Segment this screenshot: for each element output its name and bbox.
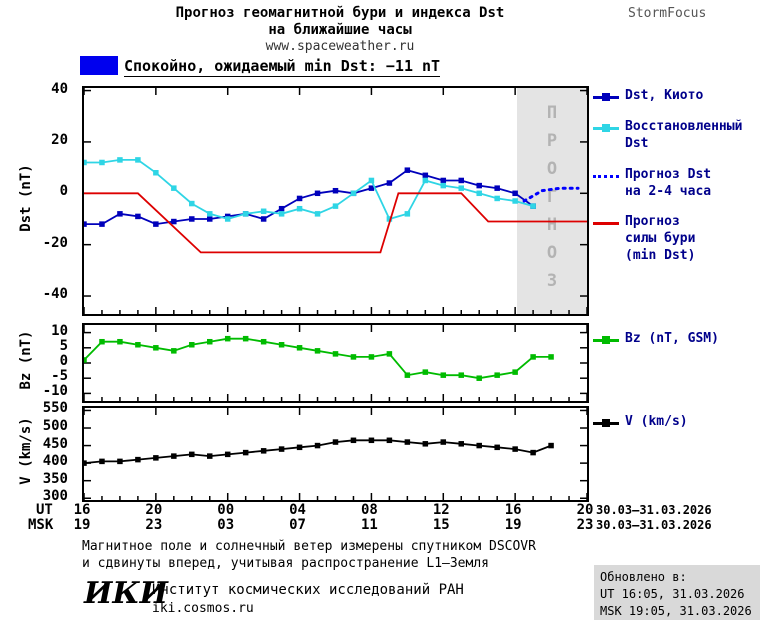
ut-date-range: 30.03–31.03.2026 — [596, 503, 712, 517]
updated-ut: UT 16:05, 31.03.2026 — [600, 586, 745, 601]
ytick-label: -40 — [42, 286, 68, 303]
legend-item-storm-forecast: Прогноз силы бури (min Dst) — [593, 214, 760, 265]
legend-item-restored-dst: Восстановленный Dst — [593, 119, 760, 153]
status-color-swatch — [80, 56, 118, 75]
site-url: www.spaceweather.ru — [265, 39, 415, 54]
page-subtitle: на ближайшие часы — [268, 22, 412, 38]
ytick-label: -20 — [42, 234, 68, 251]
ut-tick-label: 12 — [432, 502, 450, 518]
ytick-label: 300 — [42, 488, 68, 505]
ytick-label: 500 — [42, 418, 68, 434]
dst-kyoto-marker — [593, 91, 619, 104]
msk-axis-label: MSK — [28, 517, 54, 533]
ytick-label: -10 — [42, 383, 68, 400]
msk-tick-label: 15 — [432, 517, 450, 533]
ut-tick-label: 04 — [289, 502, 306, 518]
dst-legend: Dst, Киото Восстановленный Dst Прогноз D… — [593, 86, 760, 265]
storm-forecast-marker — [593, 217, 619, 230]
ytick-label: 40 — [51, 80, 68, 97]
legend-label-forecast-dst: Прогноз Dst на 2-4 часа — [625, 166, 712, 199]
legend-item-bz: Bz (nT, GSM) — [593, 331, 760, 348]
legend-label-storm-forecast: Прогноз силы бури (min Dst) — [625, 214, 696, 264]
ut-tick-label: 20 — [576, 502, 594, 518]
updated-title: Обновлено в: — [600, 570, 687, 584]
ut-tick-label: 00 — [217, 502, 235, 518]
msk-tick-label: 07 — [289, 517, 306, 533]
msk-tick-label: 19 — [73, 517, 91, 533]
ytick-label: -5 — [51, 368, 68, 385]
ut-tick-label: 16 — [504, 502, 522, 518]
ut-tick-label: 20 — [145, 502, 163, 518]
bz-marker — [593, 334, 619, 347]
forecast-dst-marker — [593, 170, 619, 183]
iki-logo: ИКИ — [84, 576, 168, 611]
bz-legend: Bz (nT, GSM) — [593, 331, 760, 348]
forecast-band-label: ПРОГНОЗ — [541, 103, 562, 299]
bz-chart — [84, 325, 587, 401]
bz-chart-panel — [82, 323, 589, 403]
restored-dst-marker — [593, 122, 619, 135]
legend-label-dst-kyoto: Dst, Киото — [625, 88, 704, 103]
legend-label-restored-dst: Восстановленный Dst — [625, 118, 743, 151]
institute-name: Институт космических исследований РАН — [152, 582, 464, 598]
ut-axis-label: UT — [36, 502, 53, 518]
legend-label-v: V (km/s) — [625, 414, 688, 429]
ytick-label: 550 — [42, 400, 68, 417]
ut-tick-row: 16 20 00 04 08 12 16 20 — [74, 502, 594, 518]
msk-tick-label: 03 — [217, 517, 235, 533]
ytick-label: 5 — [59, 337, 68, 354]
v-chart-panel — [82, 406, 589, 502]
msk-tick-label: 23 — [145, 517, 163, 533]
v-chart — [84, 408, 587, 500]
ut-tick-label: 08 — [360, 502, 378, 518]
ut-tick-label: 16 — [73, 502, 91, 518]
msk-tick-label: 11 — [360, 517, 378, 533]
dst-ytick-labels: 40 20 0 -20 -40 — [30, 81, 74, 312]
dst-chart-panel: ПРОГНОЗ — [82, 86, 589, 316]
ytick-label: 0 — [59, 353, 68, 369]
legend-item-v: V (km/s) — [593, 414, 760, 431]
v-ytick-labels: 550 500 450 400 350 300 — [30, 400, 74, 504]
footnote-line1: Магнитное поле и солнечный ветер измерен… — [82, 539, 536, 554]
v-marker — [593, 417, 619, 430]
bz-ytick-labels: 10 5 0 -5 -10 — [30, 322, 74, 400]
ytick-label: 20 — [51, 131, 68, 148]
legend-label-bz: Bz (nT, GSM) — [625, 331, 719, 346]
forecast-band: ПРОГНОЗ — [516, 88, 587, 314]
updated-msk: MSK 19:05, 31.03.2026 — [600, 603, 752, 618]
msk-tick-label: 19 — [504, 517, 522, 533]
v-axis-label: V (km/s) — [18, 417, 34, 485]
dst-axis-label: Dst (nT) — [18, 164, 34, 232]
page-title: Прогноз геомагнитной бури и индекса Dst — [175, 5, 505, 21]
ytick-label: 450 — [42, 435, 68, 452]
legend-item-forecast-dst: Прогноз Dst на 2-4 часа — [593, 167, 760, 201]
msk-tick-label: 23 — [576, 517, 594, 533]
ytick-label: 400 — [42, 453, 68, 470]
ytick-label: 10 — [51, 322, 68, 339]
ytick-label: 350 — [42, 470, 68, 487]
legend-item-dst-kyoto: Dst, Киото — [593, 88, 760, 105]
footnote-line2: и сдвинуты вперед, учитывая распростране… — [82, 556, 489, 571]
institute-url: iki.cosmos.ru — [152, 601, 254, 616]
updated-box: Обновлено в: UT 16:05, 31.03.2026 MSK 19… — [594, 565, 760, 620]
v-legend: V (km/s) — [593, 414, 760, 431]
status-text: Спокойно, ожидаемый min Dst: −11 nT — [124, 57, 441, 77]
ytick-label: 0 — [59, 183, 68, 200]
brand-label: StormFocus — [628, 6, 707, 21]
dst-chart — [84, 88, 587, 314]
msk-tick-row: 19 23 03 07 11 15 19 23 — [74, 517, 594, 533]
msk-date-range: 30.03–31.03.2026 — [596, 518, 712, 532]
